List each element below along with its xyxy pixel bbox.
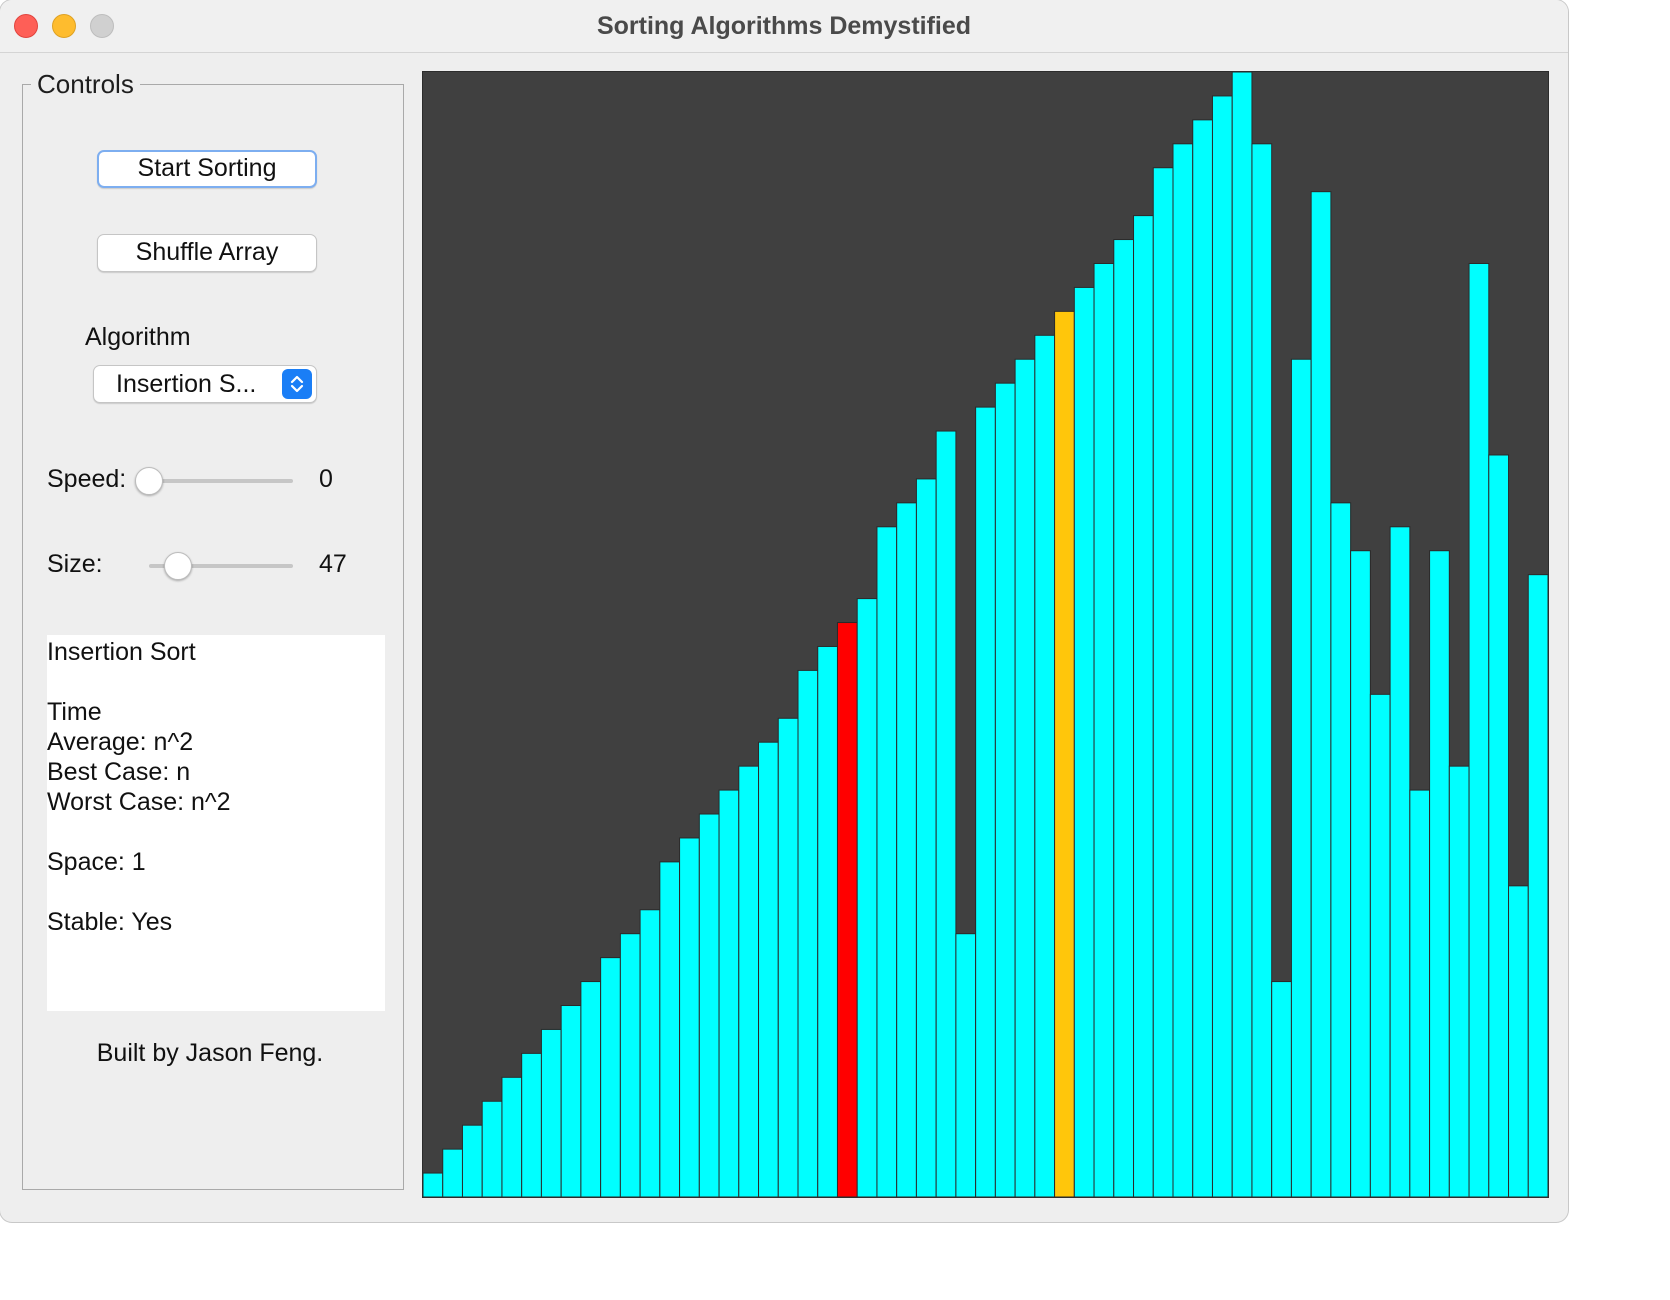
bar-30 (1014, 358, 1036, 1197)
bar-26 (935, 430, 957, 1197)
bar-50 (1409, 789, 1431, 1197)
bar-34 (1093, 262, 1115, 1197)
bar-22 (856, 598, 878, 1197)
bar-15 (718, 789, 740, 1197)
bar-23 (876, 526, 898, 1197)
bar-56 (1527, 574, 1548, 1197)
bar-51 (1429, 550, 1450, 1197)
bar-21 (836, 622, 858, 1197)
bar-20 (817, 645, 838, 1197)
info-time-heading: Time (47, 698, 102, 726)
speed-slider-track[interactable] (149, 479, 293, 483)
size-label: Size: (47, 550, 103, 578)
info-average: Average: n^2 (47, 728, 194, 756)
bar-16 (738, 765, 760, 1197)
bar-40 (1211, 95, 1233, 1197)
bar-13 (679, 837, 700, 1197)
bar-49 (1389, 526, 1411, 1197)
algorithm-info-panel: Insertion Sort Time Average: n^2 Best Ca… (47, 635, 385, 1011)
info-algorithm-name: Insertion Sort (47, 638, 196, 666)
bar-31 (1034, 334, 1056, 1197)
bar-24 (896, 502, 917, 1197)
bar-6 (540, 1028, 562, 1197)
algorithm-label: Algorithm (85, 323, 191, 351)
bar-42 (1251, 143, 1273, 1197)
bar-33 (1073, 286, 1095, 1197)
start-sorting-button[interactable]: Start Sorting (97, 150, 317, 188)
bar-14 (698, 813, 720, 1197)
bar-5 (521, 1052, 542, 1197)
controls-panel: Controls Start Sorting Shuffle Array Alg… (22, 69, 404, 1190)
bar-19 (797, 669, 819, 1197)
bar-35 (1113, 239, 1135, 1197)
bar-46 (1330, 502, 1352, 1197)
bar-9 (600, 957, 621, 1197)
bar-27 (955, 933, 977, 1197)
speed-slider-knob[interactable] (135, 467, 163, 495)
bar-10 (619, 933, 641, 1197)
speed-label: Speed: (47, 465, 127, 493)
info-stable: Stable: Yes (47, 908, 173, 936)
bar-4 (501, 1076, 523, 1197)
bar-32 (1054, 310, 1075, 1197)
maximize-button[interactable] (90, 14, 114, 38)
bar-17 (758, 741, 779, 1197)
updown-chevron-icon (282, 369, 312, 399)
bar-28 (975, 406, 996, 1197)
bar-52 (1448, 765, 1470, 1197)
bar-18 (777, 717, 799, 1197)
bar-12 (659, 861, 681, 1197)
bar-chart (423, 72, 1548, 1197)
bar-29 (994, 382, 1016, 1197)
bar-36 (1133, 215, 1154, 1197)
close-button[interactable] (14, 14, 38, 38)
bar-7 (560, 1005, 582, 1197)
bar-55 (1508, 885, 1529, 1197)
bar-45 (1310, 191, 1332, 1197)
controls-legend: Controls (31, 69, 140, 100)
bar-11 (639, 909, 661, 1197)
minimize-button[interactable] (52, 14, 76, 38)
bar-44 (1290, 358, 1312, 1197)
window-title: Sorting Algorithms Demystified (596, 12, 972, 40)
info-space: Space: 1 (47, 848, 146, 876)
speed-value: 0 (319, 465, 333, 493)
bar-47 (1350, 550, 1371, 1197)
bar-37 (1152, 167, 1174, 1197)
algorithm-select[interactable]: Insertion S... (93, 365, 317, 403)
bar-54 (1488, 454, 1510, 1197)
bar-38 (1172, 143, 1194, 1197)
title-bar: Sorting Algorithms Demystified (0, 0, 1568, 53)
bar-25 (915, 478, 937, 1197)
bar-39 (1192, 119, 1213, 1197)
size-value: 47 (319, 550, 347, 578)
bar-48 (1369, 693, 1391, 1197)
bar-53 (1468, 262, 1490, 1197)
bar-1 (442, 1148, 463, 1197)
info-best-case: Best Case: n (47, 758, 191, 786)
algorithm-select-value: Insertion S... (116, 370, 257, 398)
credit-text: Built by Jason Feng. (96, 1039, 324, 1067)
bar-43 (1271, 981, 1292, 1197)
bar-0 (423, 1172, 444, 1197)
bar-8 (580, 981, 602, 1197)
app-window: Sorting Algorithms Demystified Controls … (0, 0, 1568, 1222)
shuffle-array-button[interactable]: Shuffle Array (97, 234, 317, 272)
bar-41 (1231, 72, 1253, 1197)
bar-3 (481, 1100, 503, 1197)
info-worst-case: Worst Case: n^2 (47, 788, 231, 816)
size-slider-knob[interactable] (163, 552, 192, 580)
bar-2 (461, 1124, 483, 1197)
sorting-visualization (422, 71, 1549, 1198)
size-slider-track[interactable] (149, 564, 293, 568)
